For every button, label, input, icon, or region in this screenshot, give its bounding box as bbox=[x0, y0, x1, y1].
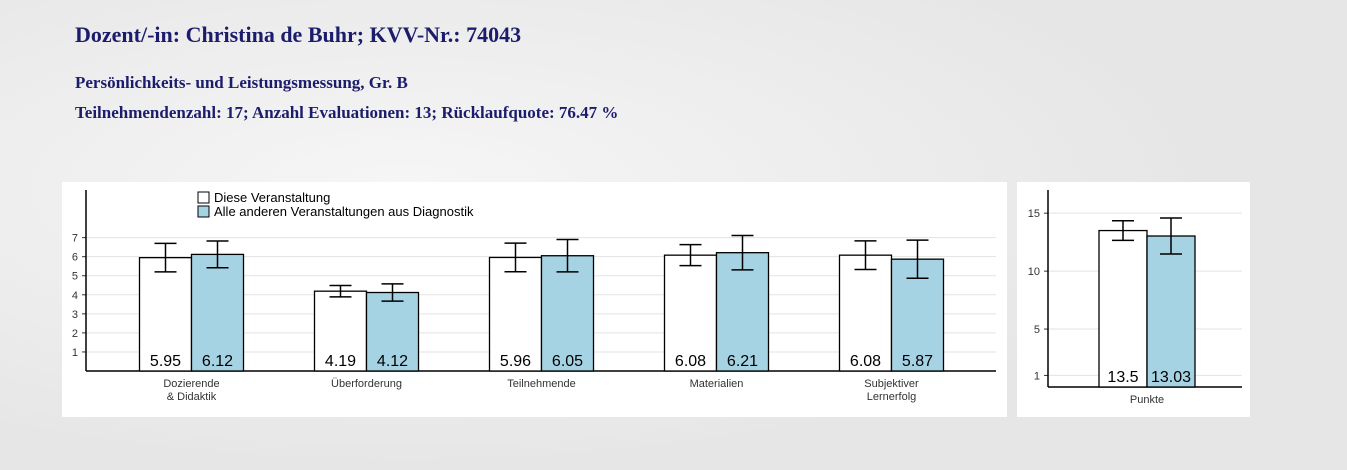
error-bar bbox=[679, 243, 702, 267]
y-tick-label: 10 bbox=[1028, 266, 1040, 278]
value-label: 4.19 bbox=[325, 353, 356, 370]
value-label: 6.08 bbox=[675, 353, 706, 370]
error-bar bbox=[1160, 217, 1182, 255]
legend-swatch bbox=[197, 205, 210, 218]
value-label: 6.12 bbox=[202, 353, 233, 370]
x-tick-label: Teilnehmende bbox=[507, 378, 576, 390]
y-tick-label: 5 bbox=[72, 271, 78, 283]
y-tick-label: 1 bbox=[1034, 370, 1040, 382]
label-line: Subjektiver bbox=[864, 378, 919, 390]
bar bbox=[313, 290, 368, 372]
bar bbox=[715, 252, 770, 372]
bar bbox=[365, 291, 420, 372]
label-line: & Didaktik bbox=[167, 391, 217, 403]
x-tick-label: Dozierende & Didaktik bbox=[163, 378, 219, 403]
y-tick-label: 2 bbox=[72, 328, 78, 340]
bar bbox=[488, 256, 543, 372]
error-bar bbox=[381, 283, 404, 302]
x-tick-label: Subjektiver Lernerfolg bbox=[864, 378, 919, 403]
error-bar bbox=[206, 240, 229, 269]
value-label: 5.87 bbox=[902, 353, 933, 370]
value-label: 13.03 bbox=[1151, 369, 1191, 386]
value-label: 6.08 bbox=[850, 353, 881, 370]
bar bbox=[540, 255, 595, 372]
course-name: Persönlichkeits- und Leistungsmessung, G… bbox=[75, 73, 408, 92]
legend-label: Diese Veranstaltung bbox=[214, 190, 330, 205]
y-tick-label: 4 bbox=[72, 290, 78, 302]
error-bar bbox=[329, 284, 352, 298]
bar bbox=[1146, 235, 1196, 388]
x-tick-label: Punkte bbox=[1130, 394, 1164, 406]
y-tick-label: 1 bbox=[72, 347, 78, 359]
label-line: Dozierende bbox=[163, 378, 219, 390]
y-tick-label: 7 bbox=[72, 233, 78, 245]
y-tick-label: 15 bbox=[1028, 208, 1040, 220]
bar bbox=[190, 253, 245, 372]
value-label: 6.21 bbox=[727, 353, 758, 370]
error-bar bbox=[1112, 219, 1134, 242]
error-bar bbox=[854, 240, 877, 271]
error-bar bbox=[906, 239, 929, 279]
error-bar bbox=[556, 238, 579, 273]
value-label: 5.95 bbox=[150, 353, 181, 370]
error-bar bbox=[154, 242, 177, 273]
label-line: Lernerfolg bbox=[867, 391, 917, 403]
value-label: 4.12 bbox=[377, 353, 408, 370]
value-label: 13.5 bbox=[1107, 369, 1138, 386]
course-stats: Teilnehmendenzahl: 17; Anzahl Evaluation… bbox=[75, 103, 618, 122]
x-tick-label: Überforderung bbox=[331, 378, 402, 390]
legend-label: Alle anderen Veranstaltungen aus Diagnos… bbox=[214, 204, 474, 219]
header-title: Dozent/-in: Christina de Buhr; KVV-Nr.: … bbox=[75, 22, 521, 47]
legend-swatch bbox=[197, 191, 210, 204]
bar bbox=[1098, 229, 1148, 388]
y-tick-label: 6 bbox=[72, 252, 78, 264]
value-label: 6.05 bbox=[552, 353, 583, 370]
error-bar bbox=[504, 242, 527, 273]
y-tick-label: 5 bbox=[1034, 324, 1040, 336]
x-tick-label: Materialien bbox=[690, 378, 744, 390]
value-label: 5.96 bbox=[500, 353, 531, 370]
y-tick-label: 3 bbox=[72, 309, 78, 321]
error-bar bbox=[731, 234, 754, 271]
